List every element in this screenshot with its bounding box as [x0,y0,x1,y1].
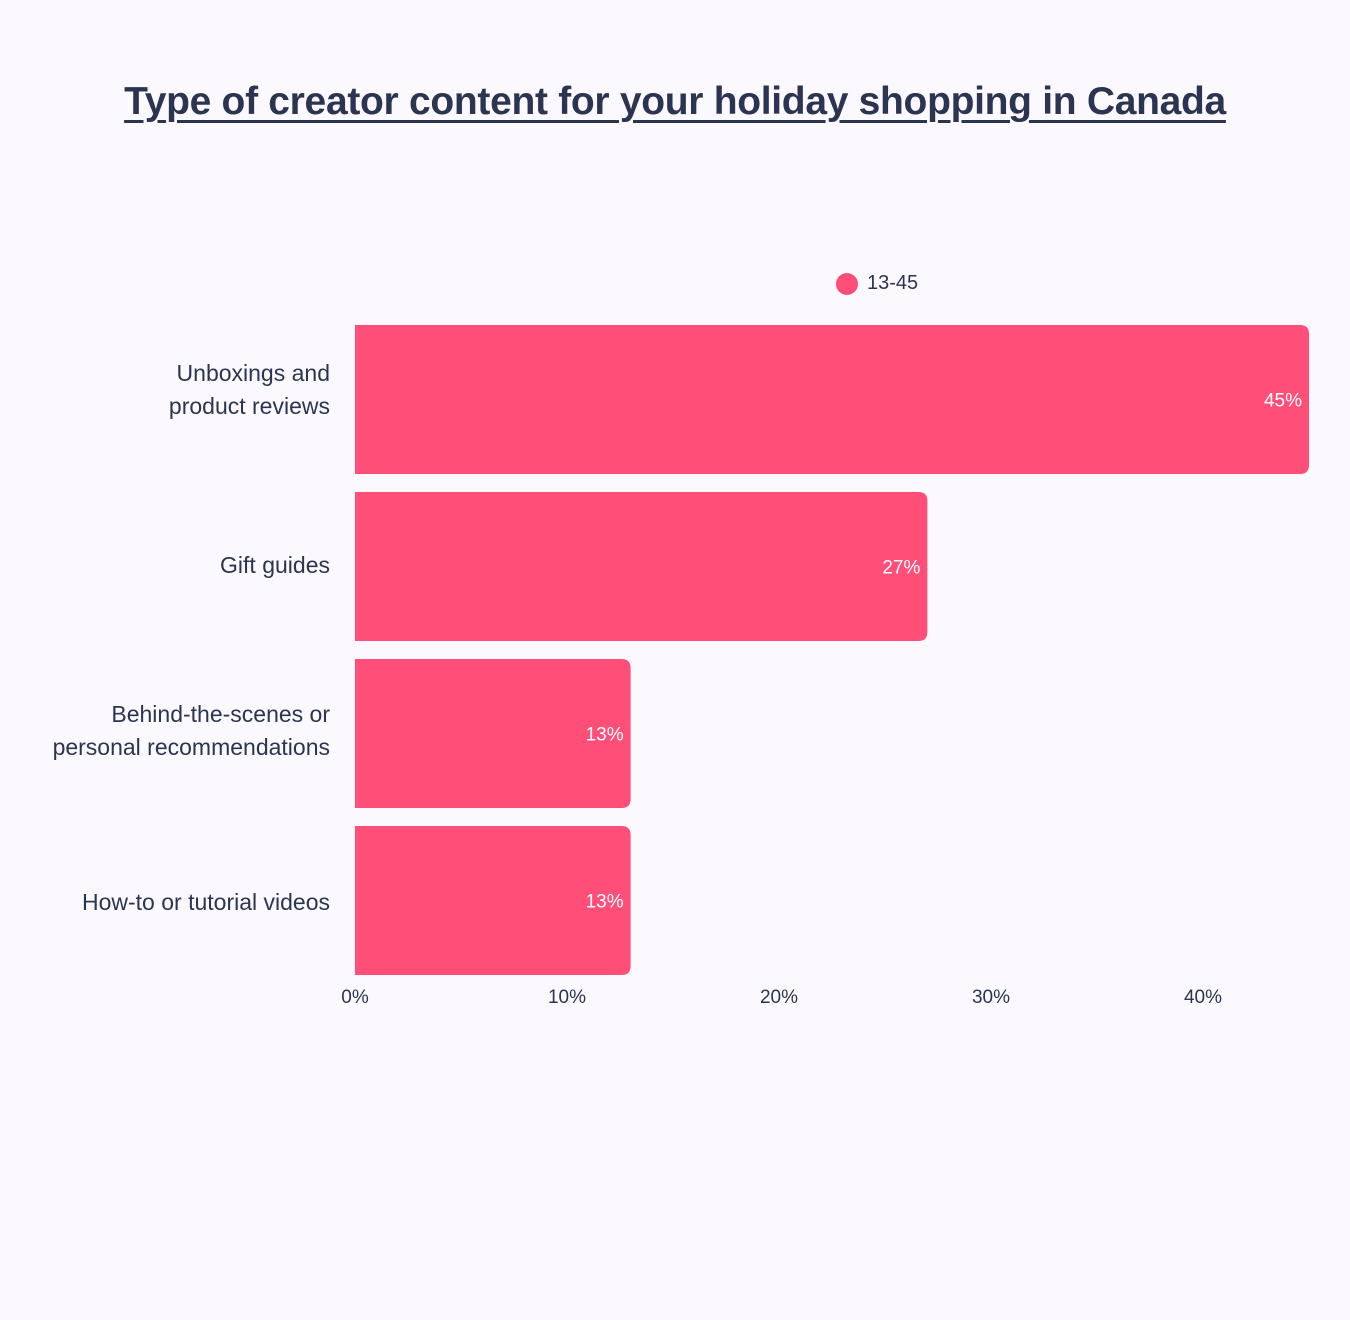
x-tick-label-3: 30% [972,987,1010,1008]
legend: 13-45 [836,272,918,295]
legend-label: 13-45 [867,272,919,294]
bar-value-label-0: 45% [1264,391,1302,412]
bar-value-label-1: 27% [882,558,920,579]
category-label-gift-guides: Gift guides [220,552,330,578]
legend-swatch [836,272,858,295]
x-tick-label-2: 20% [760,987,798,1008]
chart-title: Type of creator content for your holiday… [124,80,1226,123]
bar-2 [355,659,631,808]
bar-value-label-3: 13% [586,892,624,913]
bar-3 [355,826,631,975]
bar-value-label-2: 13% [586,725,624,746]
category-label-unboxings: Unboxings and product reviews [168,360,330,419]
x-tick-label-1: 10% [548,987,586,1008]
bar-1 [355,492,928,641]
x-tick-label-0: 0% [341,987,369,1008]
bar-0 [355,325,1309,474]
category-label-how-to: How-to or tutorial videos [82,889,330,915]
category-label-behind-the-scenes: Behind-the-scenes or personal recommenda… [52,701,330,760]
x-tick-label-4: 40% [1184,987,1222,1008]
